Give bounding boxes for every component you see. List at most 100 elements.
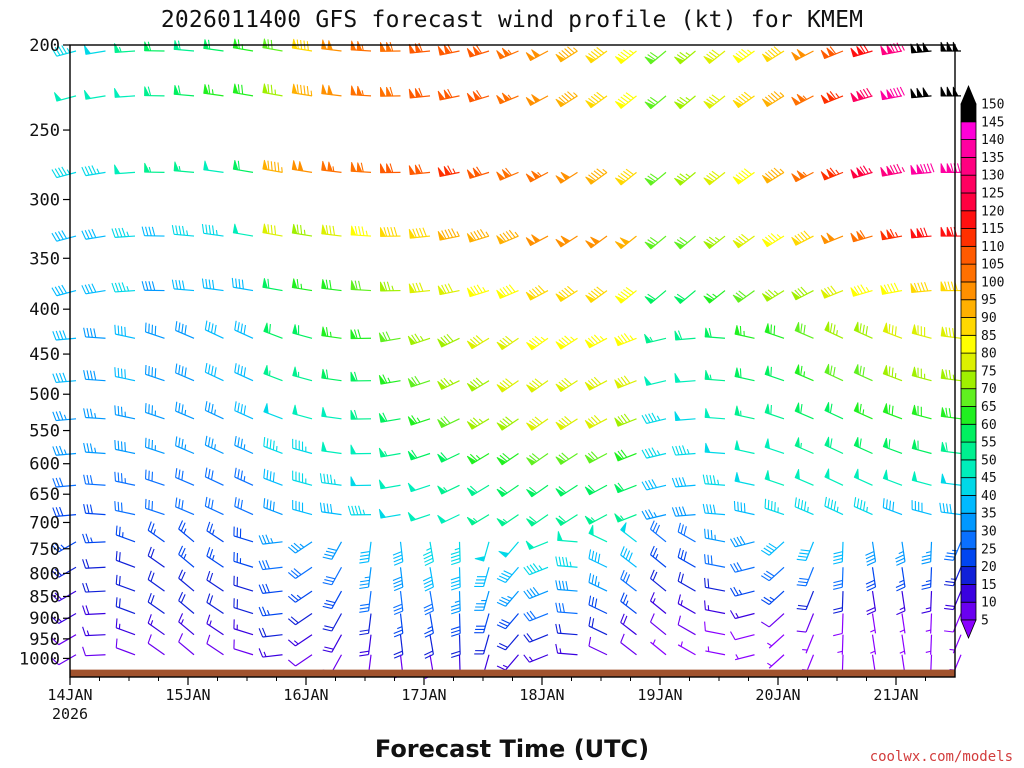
- wind-barb: [350, 409, 372, 420]
- wind-barb-feather: [526, 589, 534, 598]
- wind-barb-half-feather: [443, 487, 448, 492]
- wind-barb-feather: [529, 486, 537, 494]
- wind-barb-feather: [529, 588, 537, 597]
- wind-barb-half-feather: [685, 173, 691, 178]
- wind-barb-pennant: [911, 404, 918, 416]
- wind-barb-pennant: [555, 175, 566, 184]
- wind-barb: [496, 378, 519, 393]
- wind-barb-pennant: [703, 55, 714, 64]
- colorbar-segment: [960, 495, 977, 514]
- colorbar-segment: [960, 388, 977, 407]
- wind-barb-feather: [121, 282, 126, 292]
- wind-barb-feather: [325, 225, 329, 235]
- wind-barb-half-feather: [868, 167, 873, 173]
- wind-barb-feather: [682, 445, 687, 455]
- wind-barb-feather: [469, 338, 478, 346]
- wind-barb-half-feather: [529, 656, 534, 662]
- credit-link[interactable]: coolwx.com/models: [870, 749, 1013, 765]
- wind-barb-feather: [620, 51, 629, 58]
- wind-barb-feather: [287, 659, 296, 667]
- wind-barb: [291, 278, 313, 292]
- wind-barb-feather: [450, 557, 461, 562]
- wind-barb-feather: [52, 507, 57, 517]
- wind-barb-feather: [830, 499, 834, 510]
- wind-barb-feather: [393, 579, 403, 585]
- wind-barb-feather: [620, 173, 629, 180]
- wind-barb-feather: [859, 323, 862, 333]
- wind-barb: [614, 168, 637, 186]
- wind-barb-feather: [679, 236, 688, 244]
- wind-barb-feather: [206, 614, 211, 624]
- wind-barb-half-feather: [211, 554, 215, 561]
- wind-barb-feather: [735, 237, 744, 245]
- wind-barb: [555, 46, 578, 63]
- wind-barb-feather: [930, 163, 935, 173]
- wind-barb-feather: [499, 233, 507, 242]
- wind-barb: [761, 233, 785, 248]
- wind-barb-feather: [678, 477, 683, 487]
- wind-barb-feather: [561, 417, 570, 425]
- wind-barb-feather: [237, 469, 240, 479]
- wind-barb-pennant: [764, 470, 771, 481]
- wind-barb-pennant: [614, 56, 626, 65]
- wind-barb-feather: [865, 554, 875, 560]
- wind-barb-feather: [893, 282, 899, 292]
- wind-barb: [496, 416, 519, 431]
- wind-barb-feather: [261, 534, 267, 544]
- wind-barb-feather: [567, 285, 575, 293]
- wind-barb-feather: [833, 583, 843, 587]
- colorbar-segment: [960, 477, 977, 496]
- wind-barb: [588, 573, 608, 592]
- wind-barb-pennant: [560, 171, 571, 181]
- wind-barb-pennant: [584, 454, 595, 464]
- wind-barb-feather: [451, 586, 461, 591]
- wind-barb-pennant: [644, 333, 652, 344]
- wind-barb: [555, 623, 578, 636]
- wind-barb-feather: [796, 558, 807, 561]
- wind-barb-pennant: [911, 471, 918, 482]
- wind-barb: [52, 445, 77, 456]
- wind-barb-feather: [358, 280, 362, 291]
- wind-barb-half-feather: [653, 512, 657, 518]
- wind-barb-feather: [393, 610, 404, 615]
- wind-barb-feather: [300, 84, 303, 95]
- wind-barb-feather: [240, 438, 243, 449]
- wind-barb: [940, 86, 962, 97]
- wind-barb-feather: [652, 547, 658, 557]
- wind-barb: [147, 570, 165, 592]
- wind-barb-feather: [287, 546, 296, 554]
- wind-barb-feather: [760, 599, 770, 605]
- wind-barb-feather: [859, 166, 866, 175]
- wind-barb-feather: [950, 163, 954, 173]
- wind-barb-feather: [451, 228, 457, 238]
- wind-barb-pennant: [796, 49, 807, 58]
- wind-barb-feather: [863, 501, 866, 511]
- wind-barb: [899, 613, 906, 634]
- wind-barb-feather: [856, 498, 860, 508]
- wind-barb-feather: [393, 603, 403, 609]
- wind-barb-feather: [561, 289, 570, 297]
- wind-barb-feather: [115, 638, 118, 648]
- wind-barb-feather: [52, 373, 57, 383]
- wind-barb-feather: [794, 235, 802, 243]
- wind-barb: [585, 46, 608, 64]
- wind-barb-feather: [708, 172, 718, 180]
- wind-barb-half-feather: [183, 553, 187, 560]
- wind-barb-feather: [326, 503, 329, 513]
- wind-barb: [424, 613, 434, 638]
- wind-barb-feather: [770, 500, 773, 511]
- wind-barb-feather: [472, 336, 481, 345]
- wind-barb-feather: [866, 583, 876, 588]
- wind-barb-feather: [93, 328, 97, 338]
- wind-barb-feather: [829, 91, 837, 100]
- wind-barb-feather: [118, 227, 123, 238]
- wind-barb-feather: [565, 581, 569, 591]
- wind-barb: [620, 546, 637, 568]
- wind-barb-feather: [590, 95, 599, 103]
- wind-barb-feather: [358, 226, 362, 236]
- y-tick-label: 750: [29, 540, 60, 560]
- wind-barb-feather: [443, 335, 451, 344]
- wind-barb: [870, 634, 877, 655]
- wind-barb-half-feather: [391, 285, 394, 291]
